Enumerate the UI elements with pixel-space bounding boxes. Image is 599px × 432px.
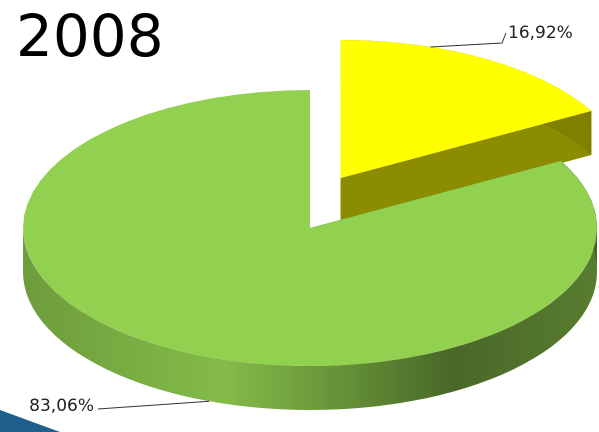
leader-line <box>430 32 507 48</box>
data-label: 16,92% <box>508 23 573 43</box>
slice-side <box>340 110 592 223</box>
pie-slice <box>23 90 597 410</box>
slice-wall-shade <box>23 228 597 410</box>
leader-line <box>97 400 210 410</box>
pie-slice <box>340 40 592 223</box>
chart-title: 2008 <box>16 2 164 70</box>
corner-decoration <box>0 410 60 432</box>
slice-top <box>23 90 597 366</box>
slice-side-shade <box>340 110 592 223</box>
pie <box>23 40 597 410</box>
data-label: 83,06% <box>29 396 94 416</box>
slice-top <box>340 40 592 179</box>
